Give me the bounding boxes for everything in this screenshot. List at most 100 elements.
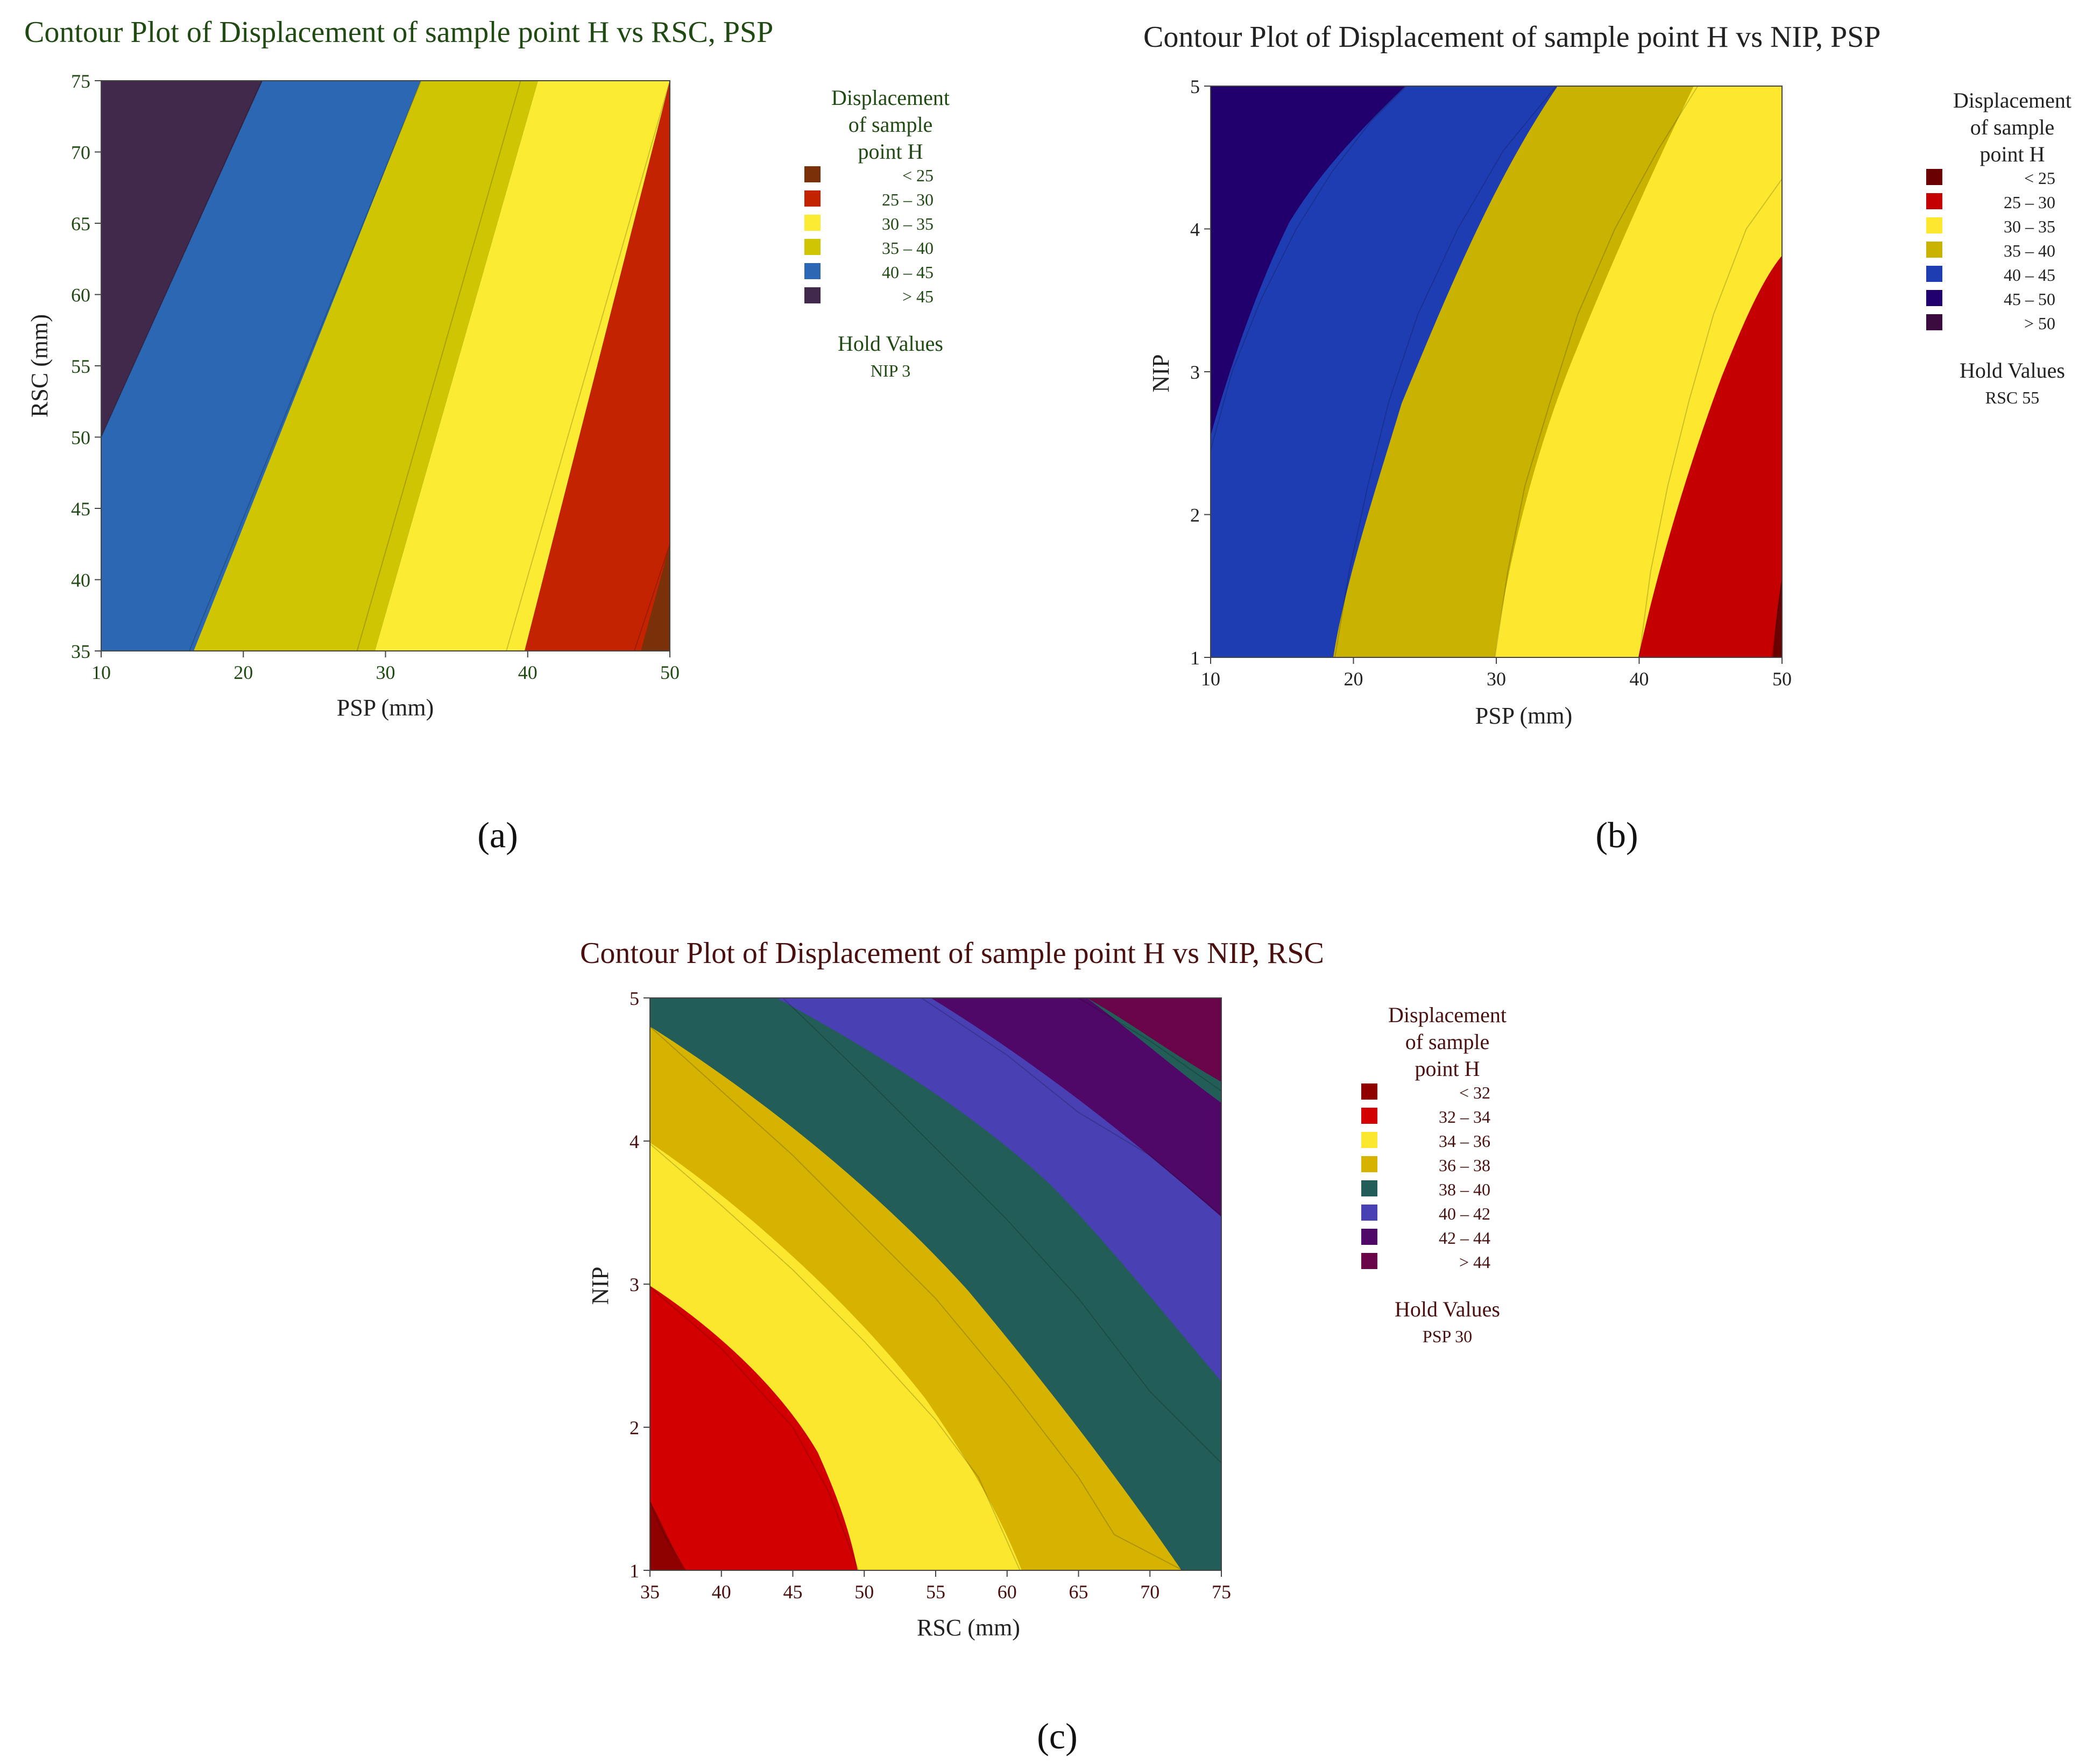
x-tick-label: 50	[1772, 668, 1792, 690]
contour-line-40	[188, 80, 422, 651]
contour-line-40	[782, 997, 1222, 1464]
panel-label-a: (a)	[477, 814, 518, 855]
hold-values-text: NIP 3	[871, 361, 910, 380]
hold-values-text: RSC 55	[1985, 388, 2039, 407]
y-ticks-c: 1 2 3 4 5	[630, 988, 650, 1582]
y-tick-label: 55	[71, 356, 90, 377]
x-tick-label: 55	[926, 1581, 945, 1603]
y-tick-label: 65	[71, 213, 90, 235]
legend-entry-label: 25 – 30	[2004, 193, 2055, 212]
contour-line-34	[649, 1286, 859, 1571]
legend-entry-label: > 45	[902, 287, 934, 306]
legend-swatch	[1361, 1205, 1377, 1221]
chart-title-a: Contour Plot of Displacement of sample p…	[24, 16, 773, 49]
legend-entry-label: 35 – 40	[2004, 241, 2055, 260]
x-tick-label: 20	[234, 662, 253, 683]
legend-entry-label: > 44	[1459, 1252, 1490, 1272]
y-tick-label: 40	[71, 570, 90, 591]
legend-title-line: point H	[1979, 142, 2045, 166]
y-tick-label: 3	[1190, 362, 1200, 383]
chart-title-b: Contour Plot of Displacement of sample p…	[1143, 20, 1880, 54]
legend-swatch	[1361, 1253, 1377, 1269]
x-tick-label: 75	[1212, 1581, 1231, 1603]
y-tick-label: 1	[630, 1560, 639, 1582]
x-tick-label: 50	[660, 662, 680, 683]
x-ticks-b: 10 20 30 40 50	[1201, 657, 1792, 690]
x-tick-label: 65	[1069, 1581, 1088, 1603]
region-gt45-b	[1211, 86, 1405, 436]
region-gt44-c	[1087, 998, 1221, 1082]
region-25-30-a	[525, 81, 670, 651]
legend-entry-label: 34 – 36	[1439, 1131, 1490, 1151]
x-axis-label-c: RSC (mm)	[917, 1614, 1020, 1641]
legend-swatch	[804, 287, 821, 303]
legend-entry-label: < 25	[2024, 168, 2055, 188]
legend-swatch	[804, 190, 821, 207]
chart-title-c: Contour Plot of Displacement of sample p…	[580, 937, 1324, 970]
panel-label-b: (b)	[1595, 814, 1638, 855]
hold-values-title: Hold Values	[838, 331, 943, 356]
legend-entry-label: 36 – 38	[1439, 1156, 1490, 1175]
x-tick-label: 40	[1630, 668, 1649, 690]
legend-title-line: Displacement	[831, 86, 950, 110]
legend-entry-label: 25 – 30	[882, 190, 934, 209]
legend-swatch	[1361, 1156, 1377, 1172]
contour-line-50	[1210, 86, 1407, 451]
y-tick-label: 60	[71, 285, 90, 306]
legend-swatch	[1926, 169, 1942, 185]
y-tick-label: 50	[71, 427, 90, 449]
region-corner-b	[1211, 86, 1269, 218]
legend-entry-label: 42 – 44	[1439, 1228, 1490, 1248]
y-axis-label-c: NIP	[587, 1267, 613, 1305]
y-ticks-a: 35 40 45 50 55 60 65 70 75	[71, 70, 101, 662]
x-tick-label: 10	[91, 662, 111, 683]
legend-entry-label: 30 – 35	[2004, 217, 2055, 236]
legend-title-line: of sample	[1405, 1030, 1490, 1054]
y-axis-label-b: NIP	[1148, 355, 1174, 393]
y-tick-label: 3	[630, 1274, 639, 1295]
legend-swatch	[804, 263, 821, 279]
region-32-34-c	[650, 1286, 858, 1570]
legend-entry-label: > 50	[2024, 314, 2055, 333]
legend-swatch	[1361, 1180, 1377, 1196]
contour-regions-c	[650, 998, 1221, 1570]
contour-lines-c	[649, 997, 1222, 1571]
legend-entry-label: < 25	[902, 166, 934, 185]
legend-entry-label: 32 – 34	[1439, 1107, 1490, 1127]
legend-swatch	[804, 166, 821, 182]
x-ticks-c: 35 40 45 50 55 60 65 70 75	[640, 1570, 1231, 1603]
contour-line-35	[1638, 178, 1783, 658]
legend-title-line: of sample	[849, 112, 933, 137]
legend-title-line: point H	[858, 139, 923, 164]
panel-a: Contour Plot of Displacement of sample p…	[24, 16, 950, 855]
contour-lines-b	[1210, 86, 1783, 658]
x-tick-label: 10	[1201, 668, 1220, 690]
y-tick-label: 45	[71, 498, 90, 520]
contour-line-40	[1494, 86, 1699, 658]
contour-line-38	[649, 1026, 1183, 1571]
legend-swatch	[1361, 1108, 1377, 1124]
legend-b: Displacement of sample point H< 25 25 – 30 3…	[1926, 88, 2071, 407]
x-tick-label: 35	[640, 1581, 660, 1603]
contour-line-32	[649, 1501, 687, 1571]
contour-line-25	[633, 543, 670, 651]
y-tick-label: 4	[1190, 219, 1200, 240]
x-axis-label-a: PSP (mm)	[337, 695, 434, 721]
contour-regions-b	[1211, 86, 1782, 657]
y-tick-label: 75	[71, 70, 90, 92]
region-lt32-c	[650, 1501, 685, 1570]
x-tick-label: 50	[854, 1581, 874, 1603]
legend-swatch	[804, 215, 821, 231]
legend-entry-label: 35 – 40	[882, 238, 934, 258]
x-tick-label: 45	[783, 1581, 803, 1603]
legend-title-line: of sample	[1970, 115, 2055, 139]
legend-swatch	[1926, 242, 1942, 258]
x-tick-label: 40	[518, 662, 538, 683]
panel-label-c: (c)	[1037, 1716, 1077, 1756]
legend-entry-label: 38 – 40	[1439, 1180, 1490, 1199]
y-tick-label: 70	[71, 142, 90, 164]
region-42-44-c	[931, 998, 1221, 1217]
legend-entry-label: 40 – 42	[1439, 1204, 1490, 1223]
